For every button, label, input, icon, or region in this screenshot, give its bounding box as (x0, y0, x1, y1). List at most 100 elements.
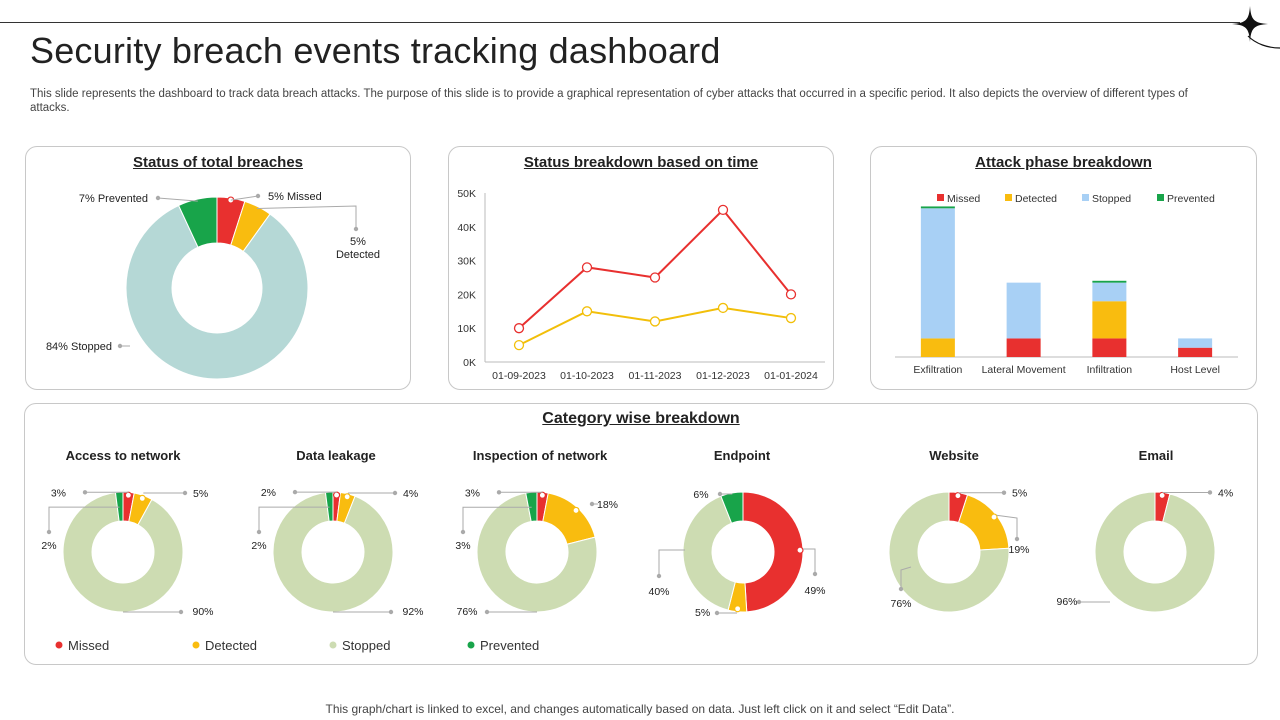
panel-title: Status of total breaches (132, 154, 304, 171)
panel-attack-phase: Attack phase breakdown Missed Detected Sto… (870, 146, 1257, 390)
bar-segment-stopped (1092, 282, 1127, 302)
category-chart-title: Email (1139, 448, 1174, 463)
missed-label: 5% Missed (268, 191, 322, 203)
missed-leader-dot (1001, 490, 1007, 495)
prevented-label: 2% (41, 540, 56, 552)
x-tick-label: Exfiltration (913, 364, 962, 376)
detected-leader-dot (714, 610, 720, 616)
stopped-label: 90% (192, 606, 213, 618)
slice-detected (542, 492, 596, 545)
bar-segment-detected (1092, 301, 1127, 339)
slice-detected-marker (343, 493, 351, 501)
x-tick-label: 01-01-2024 (764, 370, 818, 382)
prevented-leader (157, 197, 198, 202)
attack-phase-bar-chart: Missed Detected Stopped Prevented Exfiltrati… (895, 193, 1238, 376)
top-rule (0, 22, 1240, 23)
y-tick-label: 0K (463, 357, 476, 369)
legend-label-prevented: Prevented (480, 638, 539, 653)
stopped-leader-dot (178, 609, 184, 615)
panel-status-time: Status breakdown based on time 0K 10K 20K 3… (448, 146, 834, 390)
prevented-leader-dot (717, 491, 723, 497)
prevented-leader (258, 506, 330, 532)
bar-segment-missed (1092, 338, 1127, 357)
slice-missed-marker (954, 492, 962, 500)
data-point-missed (649, 272, 661, 283)
panel-status-total: Status of total breaches 5% Missed 5% Dete… (25, 146, 411, 390)
panel-category: Category wise breakdown Access to networ… (24, 403, 1258, 665)
stopped-leader-dot (898, 586, 904, 592)
detected-label: 4% (403, 488, 418, 500)
y-tick-label: 50K (457, 188, 476, 200)
detected-label: 5% (695, 607, 710, 619)
slice-stopped (1094, 491, 1216, 613)
stopped-leader-dot (388, 609, 394, 615)
x-tick-label: 01-12-2023 (696, 370, 750, 382)
legend-swatch-detected (1005, 194, 1012, 201)
missed-leader-dot (255, 193, 261, 199)
slice-missed (742, 491, 804, 613)
x-tick-label: 01-09-2023 (492, 370, 546, 382)
bar-segment-detected (920, 338, 955, 357)
legend-dot-stopped (329, 641, 337, 649)
data-point-missed (785, 289, 797, 300)
x-tick-label: Lateral Movement (982, 364, 1066, 376)
prevented-leader (48, 506, 120, 532)
detected-leader-dot (353, 226, 359, 232)
missed-leader (230, 195, 259, 201)
prevented-label: 2% (251, 540, 266, 552)
four-point-star-icon (1232, 6, 1280, 49)
missed-leader-dot (1207, 490, 1213, 495)
x-tick-label: Host Level (1170, 364, 1220, 376)
legend-swatch-missed (937, 194, 944, 201)
category-chart-title: Access to network (66, 448, 182, 463)
data-point-detected (649, 316, 661, 327)
stopped-label: 84% Stopped (46, 341, 112, 353)
missed-label: 49% (804, 585, 825, 597)
x-tick-label: 01-11-2023 (629, 370, 682, 382)
legend-dot-missed (55, 641, 63, 649)
slice-detected-marker (572, 506, 580, 515)
slice-detected-marker (990, 513, 998, 521)
page-title: Security breach events tracking dashboar… (30, 30, 721, 71)
legend-label-detected: Detected (205, 638, 257, 653)
slice-prevented (177, 196, 218, 248)
prevented-leader-dot (460, 529, 466, 535)
missed-leader-dot (812, 571, 818, 577)
category-chart-title: Website (929, 448, 979, 463)
panel-title: Attack phase breakdown (975, 154, 1152, 171)
legend-label-missed: Missed (947, 193, 980, 205)
legend-label-stopped: Stopped (342, 638, 390, 653)
slice-stopped (476, 492, 598, 613)
legend-label-missed: Missed (68, 638, 109, 653)
slice-missed-marker (1158, 491, 1166, 500)
data-point-detected (785, 312, 797, 324)
status-total-donut-chart: 5% Missed 5%Detected 7% Prevented 84% Stopp… (46, 191, 380, 380)
prevented-label: 6% (693, 489, 708, 501)
detected-label: 19% (1008, 544, 1029, 556)
missed-label: 3% (51, 487, 66, 499)
detected-leader-dot (182, 490, 188, 496)
series-line-missed (518, 208, 792, 329)
legend-label-prevented: Prevented (1167, 193, 1215, 205)
legend-label-detected: Detected (1015, 193, 1057, 205)
detected-leader-dot (1014, 536, 1020, 542)
category-chart-title: Data leakage (296, 448, 376, 463)
slice-missed-marker (332, 491, 341, 499)
bar-segment-stopped (920, 208, 955, 339)
legend-swatch-stopped (1082, 194, 1089, 201)
detected-pct-label: 5% (350, 236, 366, 248)
slice-stopped (125, 204, 309, 380)
slice-detected-marker (138, 494, 146, 502)
stopped-label: 76% (890, 598, 911, 610)
slice-detected (957, 494, 1010, 551)
y-tick-label: 40K (457, 222, 476, 234)
prevented-label: 7% Prevented (79, 193, 148, 205)
panel-title: Category wise breakdown (542, 410, 740, 427)
bar-segment-missed (1178, 347, 1213, 357)
category-chart-title: Endpoint (714, 448, 771, 463)
slice-stopped (682, 495, 736, 611)
stopped-leader-dot (656, 573, 662, 579)
detected-leader (257, 205, 357, 229)
prevented-leader-dot (46, 529, 52, 535)
prevented-leader-dot (256, 529, 262, 535)
